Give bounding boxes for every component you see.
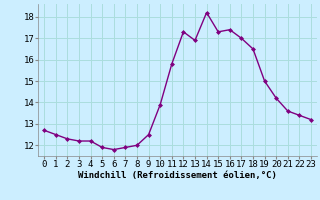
X-axis label: Windchill (Refroidissement éolien,°C): Windchill (Refroidissement éolien,°C) xyxy=(78,171,277,180)
